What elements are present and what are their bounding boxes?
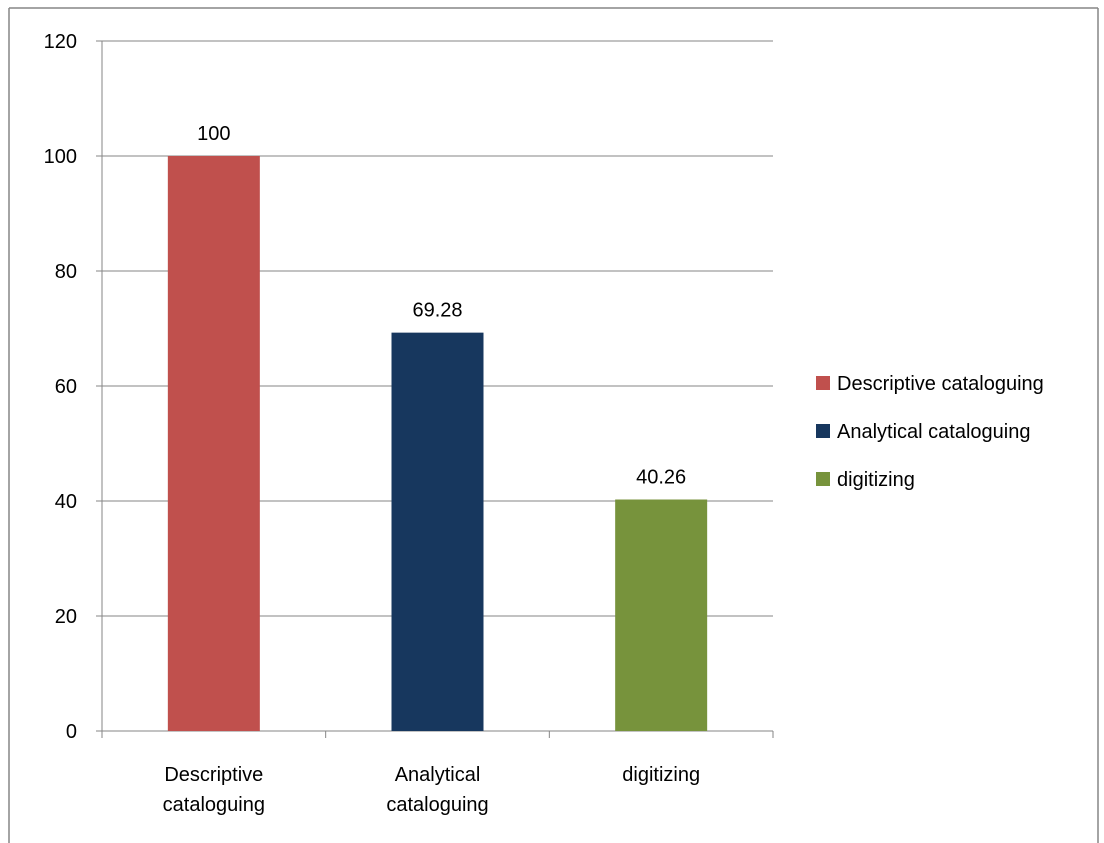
y-tick-label: 60 xyxy=(55,376,77,398)
legend-label: Analytical cataloguing xyxy=(837,421,1030,443)
y-tick-label: 120 xyxy=(44,31,77,53)
y-tick-label: 0 xyxy=(66,721,77,743)
x-category-label: cataloguing xyxy=(386,794,488,816)
legend-swatch xyxy=(816,472,830,486)
data-label: 40.26 xyxy=(636,467,686,489)
y-tick-label: 100 xyxy=(44,146,77,168)
legend-label: digitizing xyxy=(837,469,915,491)
bar xyxy=(615,499,708,731)
legend-swatch xyxy=(816,376,830,390)
x-category-label: digitizing xyxy=(622,764,700,786)
bar xyxy=(391,332,484,731)
data-label: 69.28 xyxy=(412,300,462,322)
x-category-label: Descriptive xyxy=(164,764,263,786)
legend-label: Descriptive cataloguing xyxy=(837,373,1044,395)
data-label: 100 xyxy=(197,123,230,145)
bar xyxy=(167,156,260,731)
y-tick-label: 20 xyxy=(55,606,77,628)
y-tick-label: 40 xyxy=(55,491,77,513)
y-tick-label: 80 xyxy=(55,261,77,283)
legend-swatch xyxy=(816,424,830,438)
x-category-label: cataloguing xyxy=(163,794,265,816)
x-category-label: Analytical xyxy=(395,764,481,786)
